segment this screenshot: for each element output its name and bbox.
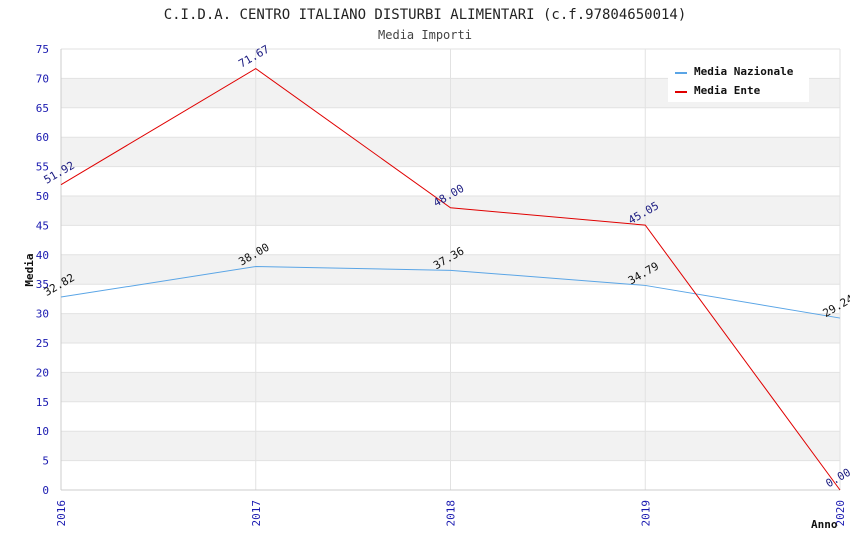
y-tick-label: 30 xyxy=(36,308,49,321)
y-tick-label: 55 xyxy=(36,161,49,174)
x-axis-label: Anno xyxy=(811,518,838,531)
x-tick-label: 2017 xyxy=(250,500,263,527)
chart-title: C.I.D.A. CENTRO ITALIANO DISTURBI ALIMEN… xyxy=(164,7,687,23)
y-tick-label: 75 xyxy=(36,43,49,56)
series-line-0 xyxy=(60,266,841,319)
y-tick-label: 60 xyxy=(36,131,49,144)
y-tick-label: 65 xyxy=(36,102,49,115)
y-tick-label: 40 xyxy=(36,249,49,262)
y-axis-ticks: 0 5 10 15 20 25 30 35 40 45 50 55 60 65 70 75 xyxy=(36,43,49,497)
y-tick-label: 35 xyxy=(36,278,49,291)
legend-label-media-ente: Media Ente xyxy=(694,84,761,97)
y-tick-label: 5 xyxy=(42,455,49,468)
y-tick-label: 20 xyxy=(36,366,49,379)
y-tick-label: 0 xyxy=(42,484,49,497)
x-axis-ticks: 2016 2017 2018 2019 2020 xyxy=(55,500,847,527)
legend-label-media-nazionale: Media Nazionale xyxy=(694,65,794,78)
data-label: 32.82 xyxy=(42,271,77,299)
series-layer xyxy=(60,67,841,491)
legend: Media Nazionale Media Ente xyxy=(668,60,809,102)
x-tick-label: 2018 xyxy=(445,500,458,527)
y-axis-label: Media xyxy=(23,253,36,286)
legend-box xyxy=(668,60,809,102)
y-tick-label: 70 xyxy=(36,72,49,85)
x-tick-label: 2020 xyxy=(834,500,847,527)
data-label: 71.67 xyxy=(236,43,271,71)
y-tick-label: 25 xyxy=(36,337,49,350)
y-tick-label: 10 xyxy=(36,425,49,438)
data-label: 0.00 xyxy=(824,466,850,491)
y-tick-label: 15 xyxy=(36,396,49,409)
y-tick-label: 50 xyxy=(36,190,49,203)
series-line-1 xyxy=(60,67,841,491)
x-tick-label: 2016 xyxy=(55,500,68,527)
chart-subtitle: Media Importi xyxy=(378,28,472,42)
x-tick-label: 2019 xyxy=(639,500,652,527)
axes xyxy=(60,49,840,491)
y-tick-label: 45 xyxy=(36,219,49,232)
